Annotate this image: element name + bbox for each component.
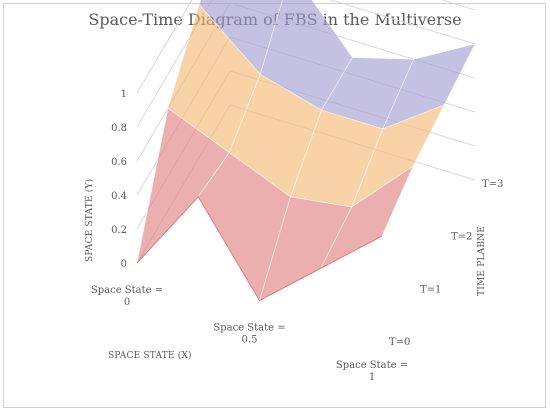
time-tick-label: T=1 bbox=[420, 284, 441, 295]
y-tick-label: 0.6 bbox=[111, 157, 127, 168]
surface-faces bbox=[136, 0, 476, 302]
y-tick-label: 0.8 bbox=[111, 123, 127, 134]
time-axis-ticks: T=0 T=1 T=2 T=3 bbox=[389, 179, 503, 348]
y-axis-label: SPACE STATE (Y) bbox=[84, 179, 95, 262]
grid-line bbox=[136, 0, 476, 128]
y-tick-label: 0.2 bbox=[111, 225, 127, 236]
x-axis-ticks: Space State = 0 Space State = 0.5 Space Stat… bbox=[91, 285, 408, 383]
x-tick-label: Space State = 0 bbox=[91, 285, 163, 308]
time-tick-label: T=3 bbox=[482, 179, 503, 190]
x-tick-label: Space State = 0.5 bbox=[213, 323, 285, 346]
x-axis-label: SPACE STATE (X) bbox=[108, 350, 192, 361]
x-tick-label: Space State = 1 bbox=[336, 360, 408, 383]
y-tick-label: 1 bbox=[121, 89, 127, 100]
front-edge bbox=[136, 195, 383, 302]
grid-line bbox=[136, 0, 476, 94]
y-tick-label: 0 bbox=[121, 259, 127, 270]
time-tick-label: T=2 bbox=[451, 232, 472, 243]
time-axis-label: TIME PLABNE bbox=[477, 226, 487, 296]
time-tick-label: T=0 bbox=[389, 337, 410, 348]
y-tick-label: 0.4 bbox=[111, 191, 127, 202]
y-axis-ticks: 0 0.2 0.4 0.6 0.8 1 bbox=[111, 89, 127, 270]
